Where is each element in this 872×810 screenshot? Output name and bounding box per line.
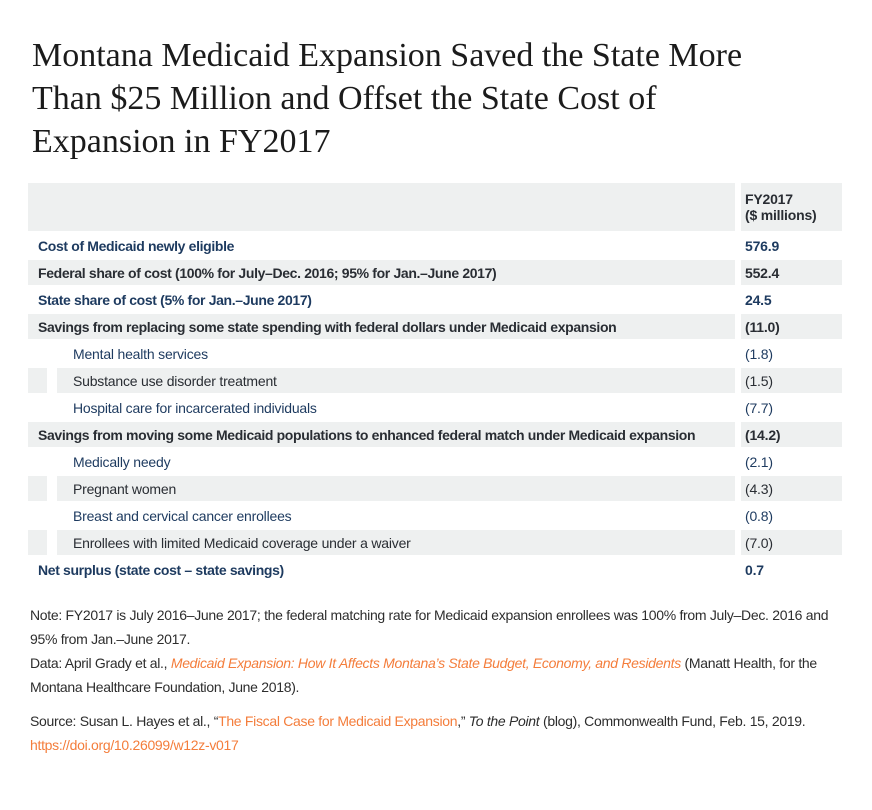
table-row: Pregnant women (4.3): [28, 476, 842, 501]
row-label: Savings from replacing some state spendi…: [28, 314, 735, 339]
data-table: FY2017 ($ millions) Cost of Medicaid new…: [28, 183, 842, 582]
page-title: Montana Medicaid Expansion Saved the Sta…: [32, 34, 842, 163]
table-row: Net surplus (state cost – state savings)…: [28, 557, 842, 582]
data-credit-text: Data: April Grady et al.,: [30, 655, 171, 671]
row-value: (7.7): [745, 399, 773, 416]
table-row: Hospital care for incarcerated individua…: [28, 395, 842, 420]
table-row: Substance use disorder treatment (1.5): [28, 368, 842, 393]
row-label: Medically needy: [73, 453, 171, 470]
table-row: Savings from replacing some state spendi…: [28, 314, 842, 339]
page-title-line: Montana Medicaid Expansion Saved the Sta…: [32, 37, 743, 74]
source-text: ,”: [457, 713, 469, 729]
row-indent-cell: [28, 476, 47, 501]
row-label: State share of cost (5% for Jan.–June 20…: [38, 291, 312, 308]
table-row: Enrollees with limited Medicaid coverage…: [28, 530, 842, 555]
table-row: Federal share of cost (100% for July–Dec…: [28, 260, 842, 285]
row-value: 576.9: [745, 237, 780, 254]
row-label: Net surplus (state cost – state savings): [38, 561, 284, 578]
note-text: 95% from Jan.–June 2017.: [30, 631, 191, 647]
source-text: Source: Susan L. Hayes et al., “: [30, 713, 219, 729]
row-label: Hospital care for incarcerated individua…: [73, 399, 317, 416]
row-label: Enrollees with limited Medicaid coverage…: [57, 530, 735, 555]
row-indent-cell: [28, 395, 47, 420]
row-value: (0.8): [745, 507, 773, 524]
row-value: (7.0): [741, 530, 842, 555]
column-header-unit: ($ millions): [745, 207, 817, 223]
row-value: (1.8): [745, 345, 773, 362]
table-row: Breast and cervical cancer enrollees (0.…: [28, 503, 842, 528]
column-header-fy2017: FY2017: [745, 191, 793, 207]
data-credit-text: (Manatt Health, for the: [680, 655, 817, 671]
source-text: (blog), Commonwealth Fund, Feb. 15, 2019…: [539, 713, 806, 729]
page-title-line: Expansion in FY2017: [32, 123, 331, 160]
row-indent-cell: [28, 368, 47, 393]
data-credit-text: Montana Healthcare Foundation, June 2018…: [30, 679, 300, 695]
source-blog-name: To the Point: [468, 713, 540, 729]
row-label: Pregnant women: [57, 476, 735, 501]
row-value: (11.0): [741, 314, 842, 339]
source-paragraph: Source: Susan L. Hayes et al., “The Fisc…: [30, 709, 842, 757]
source-line: Source: Susan L. Hayes et al., “The Fisc…: [30, 709, 842, 733]
row-value: (2.1): [745, 453, 773, 470]
row-label: Savings from moving some Medicaid popula…: [28, 422, 735, 447]
row-value: (4.3): [741, 476, 842, 501]
table-header-row: FY2017 ($ millions): [28, 183, 842, 231]
source-article-link[interactable]: The Fiscal Case for Medicaid Expansion: [218, 713, 458, 729]
row-value: 24.5: [745, 291, 772, 308]
row-value: 552.4: [741, 260, 842, 285]
row-value: 0.7: [745, 561, 764, 578]
table-row: Medically needy (2.1): [28, 449, 842, 474]
doi-link[interactable]: https://doi.org/10.26099/w12z-v017: [30, 737, 239, 753]
row-label: Breast and cervical cancer enrollees: [73, 507, 292, 524]
table-row: Cost of Medicaid newly eligible 576.9: [28, 233, 842, 258]
table-row: Mental health services (1.8): [28, 341, 842, 366]
note-paragraph: Note: FY2017 is July 2016–June 2017; the…: [30, 603, 842, 699]
row-label: Cost of Medicaid newly eligible: [38, 237, 235, 254]
doi-line: https://doi.org/10.26099/w12z-v017: [30, 733, 842, 757]
note-text: Note: FY2017 is July 2016–June 2017; the…: [30, 607, 829, 623]
table-row: Savings from moving some Medicaid popula…: [28, 422, 842, 447]
row-indent-cell: [28, 503, 47, 528]
row-value: (14.2): [741, 422, 842, 447]
header-label-cell: [28, 183, 735, 231]
row-value: (1.5): [741, 368, 842, 393]
row-label: Substance use disorder treatment: [57, 368, 735, 393]
row-indent-cell: [28, 341, 47, 366]
data-credit: Data: April Grady et al., Medicaid Expan…: [30, 651, 842, 675]
row-indent-cell: [28, 449, 47, 474]
row-label: Mental health services: [73, 345, 208, 362]
header-value-cell: FY2017 ($ millions): [741, 183, 842, 231]
page-title-line: Than $25 Million and Offset the State Co…: [32, 80, 657, 117]
row-indent-cell: [28, 530, 47, 555]
data-source-link[interactable]: Medicaid Expansion: How It Affects Monta…: [170, 655, 681, 671]
table-row: State share of cost (5% for Jan.–June 20…: [28, 287, 842, 312]
notes-section: Note: FY2017 is July 2016–June 2017; the…: [30, 603, 842, 757]
row-label: Federal share of cost (100% for July–Dec…: [28, 260, 735, 285]
